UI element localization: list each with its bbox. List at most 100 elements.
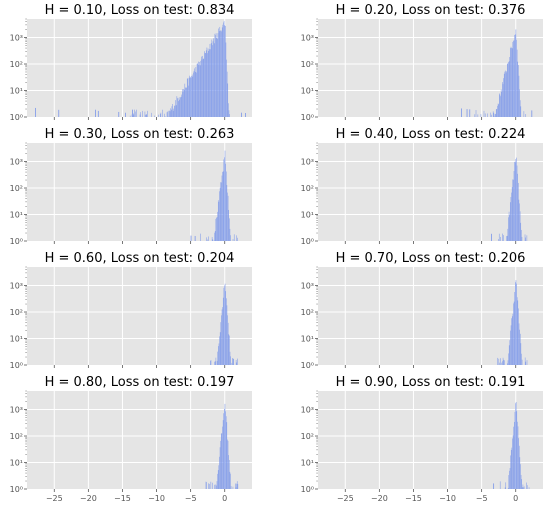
histogram-bar bbox=[500, 96, 501, 117]
histogram-bar bbox=[229, 114, 230, 117]
histogram-bar bbox=[193, 70, 195, 117]
histogram-bar bbox=[190, 76, 191, 117]
histogram-bar bbox=[509, 340, 511, 365]
histogram-bar bbox=[211, 237, 213, 241]
histogram-bar bbox=[492, 111, 494, 117]
histogram-bars bbox=[461, 29, 533, 118]
histogram-bar bbox=[232, 358, 234, 365]
histogram-bar bbox=[514, 411, 516, 489]
histogram-bar bbox=[230, 473, 231, 489]
histogram-bar bbox=[498, 239, 499, 241]
histogram-bar bbox=[174, 105, 176, 117]
histogram-bar bbox=[227, 439, 228, 489]
histogram-bar bbox=[223, 20, 225, 117]
histogram-outlier-bar bbox=[194, 235, 196, 241]
histogram-bar bbox=[173, 108, 175, 117]
histogram-bar bbox=[139, 114, 141, 117]
histogram-bar bbox=[218, 28, 219, 117]
histogram-bar bbox=[226, 422, 228, 489]
histogram-bar bbox=[147, 110, 148, 117]
subplot-title: H = 0.40, Loss on test: 0.224 bbox=[336, 127, 526, 142]
histogram-bar bbox=[217, 351, 219, 365]
histogram-bar bbox=[237, 237, 238, 241]
y-tick-label: 10¹ bbox=[301, 87, 314, 96]
histogram-bar bbox=[519, 211, 521, 241]
y-tick-label: 10³ bbox=[301, 158, 314, 167]
histogram-bar bbox=[228, 110, 230, 117]
histogram-bar bbox=[226, 59, 227, 117]
histogram-bar bbox=[221, 433, 223, 489]
histogram-bar bbox=[212, 239, 214, 241]
histogram-bar bbox=[214, 484, 215, 489]
histogram-bar bbox=[170, 108, 171, 117]
x-tick-label: 0 bbox=[513, 494, 518, 503]
histogram-bars bbox=[205, 403, 239, 489]
histogram-bar bbox=[229, 218, 230, 241]
histogram-bar bbox=[515, 159, 517, 241]
histogram-bar bbox=[221, 175, 223, 241]
histogram-bar bbox=[510, 449, 512, 489]
histogram-bar bbox=[502, 233, 503, 241]
histogram-bar bbox=[521, 359, 523, 365]
histogram-bar bbox=[218, 465, 220, 489]
histogram-bar bbox=[518, 75, 520, 117]
histogram-bar bbox=[168, 110, 170, 117]
histogram-bar bbox=[526, 235, 528, 241]
histogram-bar bbox=[188, 77, 190, 117]
histogram-bar bbox=[233, 234, 235, 241]
histogram-bar bbox=[133, 114, 135, 117]
histogram-bar bbox=[230, 235, 231, 241]
histogram-bar bbox=[223, 413, 225, 489]
histogram-bar bbox=[229, 351, 231, 365]
histogram-bar bbox=[494, 114, 496, 117]
histogram-bar bbox=[511, 316, 513, 365]
histogram-bar bbox=[516, 411, 518, 489]
histogram-bar bbox=[210, 360, 212, 365]
histogram-bar bbox=[207, 53, 208, 117]
histogram-bar bbox=[132, 113, 134, 117]
histogram-bar bbox=[512, 438, 513, 489]
y-tick-label: 10⁰ bbox=[10, 361, 23, 370]
histogram-bar bbox=[184, 83, 186, 117]
histogram-bar bbox=[180, 97, 181, 117]
histogram-bar bbox=[501, 91, 503, 117]
histogram-bar bbox=[209, 49, 210, 117]
histogram-bars bbox=[493, 402, 530, 489]
histogram-bar bbox=[518, 445, 520, 489]
histogram-bar bbox=[515, 403, 516, 489]
histogram-bar bbox=[505, 70, 506, 117]
histogram-bar bbox=[508, 211, 510, 241]
histogram-bar bbox=[514, 34, 515, 118]
histogram-bar bbox=[513, 303, 514, 365]
y-tick-label: 10³ bbox=[301, 282, 314, 291]
histogram-bar bbox=[224, 285, 225, 365]
x-tick-label: −5 bbox=[476, 494, 488, 503]
histogram-bar bbox=[158, 114, 159, 117]
histogram-bar bbox=[235, 359, 237, 365]
histogram-bar bbox=[208, 236, 209, 241]
histogram-bar bbox=[517, 61, 519, 117]
histogram-bar bbox=[514, 162, 516, 241]
histogram-bar bbox=[519, 333, 521, 365]
histogram-bar bbox=[508, 62, 509, 117]
histogram-bar bbox=[216, 360, 218, 365]
histogram-bar bbox=[167, 111, 168, 117]
x-tick-label: −15 bbox=[114, 494, 131, 503]
histogram-bar bbox=[211, 39, 213, 117]
y-tick-label: 10⁰ bbox=[10, 113, 23, 122]
histogram-bar bbox=[225, 411, 226, 489]
histogram-bar bbox=[171, 106, 173, 117]
histogram-bar bbox=[521, 353, 522, 365]
histogram-bar bbox=[513, 171, 515, 241]
histogram-bar bbox=[518, 438, 519, 489]
histogram-bar bbox=[140, 112, 141, 117]
histogram-bar bbox=[519, 89, 520, 117]
histogram-bar bbox=[235, 483, 236, 489]
histogram-outlier-bar bbox=[461, 108, 462, 117]
histogram-bar bbox=[220, 440, 221, 489]
histogram-bar bbox=[145, 114, 147, 117]
histogram-bar bbox=[508, 345, 510, 365]
histogram-bar bbox=[512, 313, 514, 365]
histogram-bar bbox=[511, 318, 512, 365]
